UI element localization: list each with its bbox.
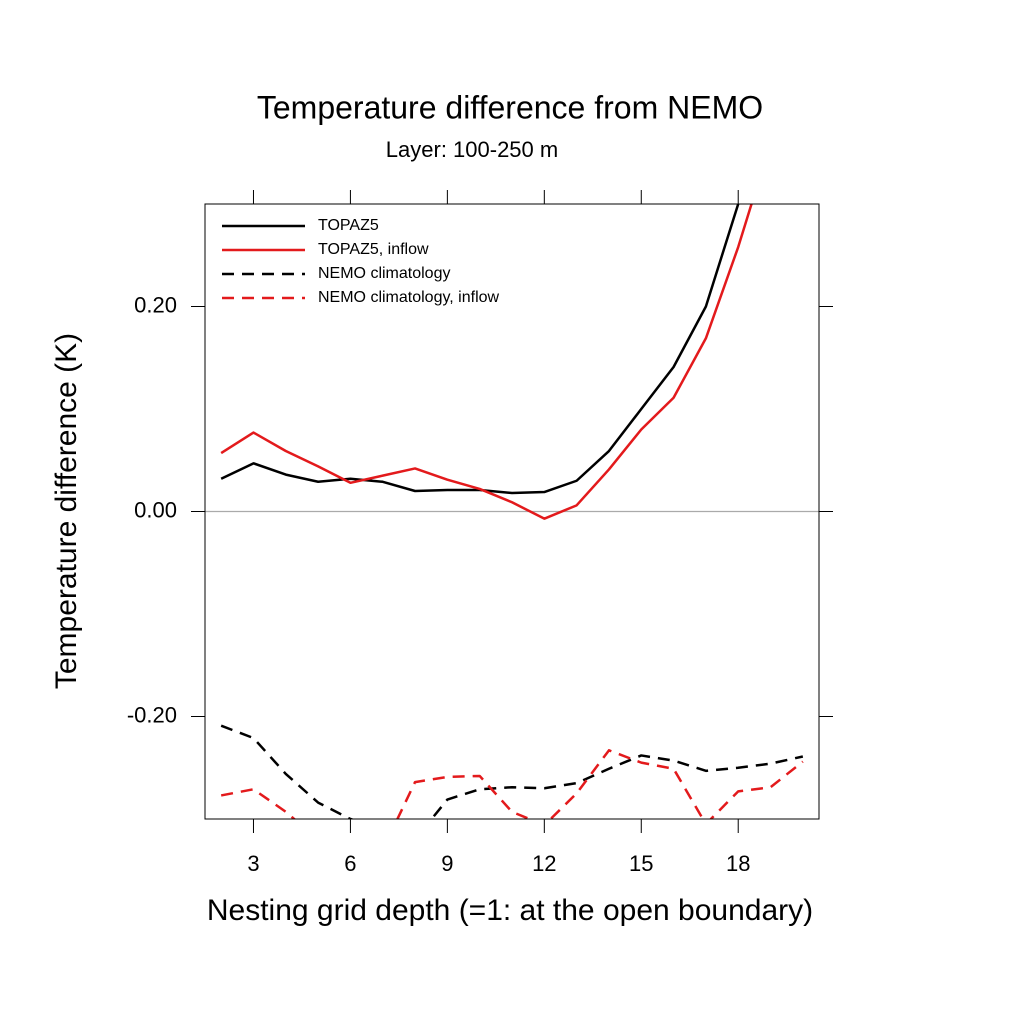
legend-label: TOPAZ5: [318, 217, 379, 234]
x-tick-label: 12: [532, 851, 556, 876]
chart-title: Temperature difference from NEMO: [257, 89, 763, 125]
series-line: [220, 204, 740, 495]
x-tick-label: 15: [629, 851, 653, 876]
y-axis-label: Temperature difference (K): [50, 333, 83, 689]
legend-label: NEMO climatology: [318, 265, 450, 282]
plot-area: [220, 204, 804, 819]
x-axis-label: Nesting grid depth (=1: at the open boun…: [207, 894, 813, 927]
x-tick-label: 6: [344, 851, 356, 876]
x-tick-label: 3: [247, 851, 259, 876]
series-line: [220, 204, 753, 520]
y-tick-label: -0.20: [127, 702, 177, 727]
series-line: [220, 749, 804, 819]
series-line: [220, 724, 804, 819]
legend-label: TOPAZ5, inflow: [318, 241, 429, 258]
legend-label: NEMO climatology, inflow: [318, 289, 500, 306]
x-tick-label: 9: [441, 851, 453, 876]
y-tick-label: 0.00: [134, 497, 177, 522]
plot-frame: [204, 203, 820, 820]
y-tick-label: 0.20: [134, 292, 177, 317]
x-tick-label: 18: [726, 851, 750, 876]
chart-subtitle: Layer: 100-250 m: [386, 137, 558, 162]
